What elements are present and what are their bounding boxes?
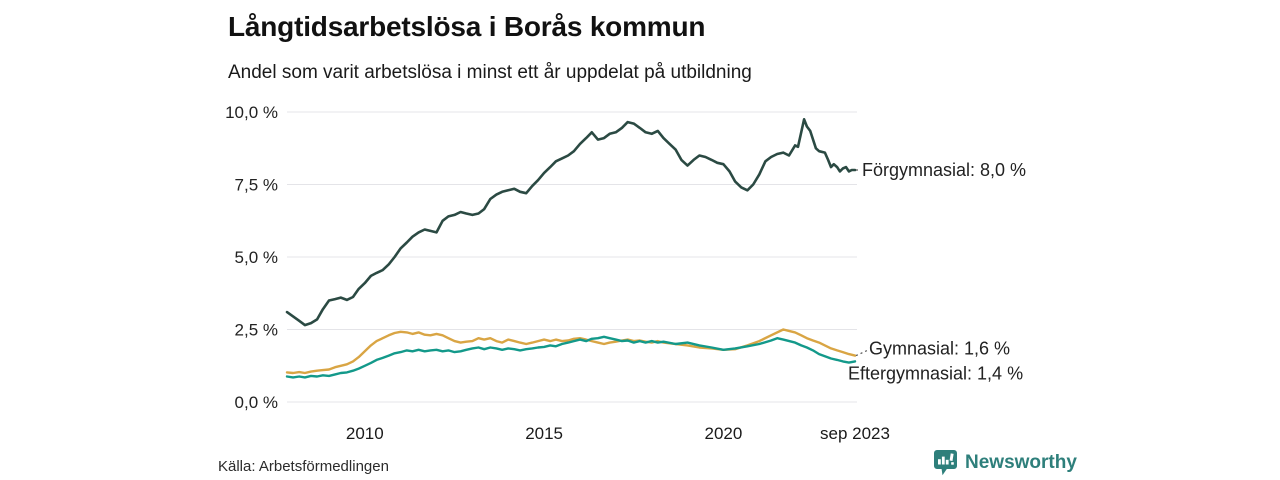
y-axis-tick-label: 0,0 % xyxy=(235,393,278,412)
chart-title: Långtidsarbetslösa i Borås kommun xyxy=(228,11,706,42)
label-connector xyxy=(855,350,868,357)
x-axis-tick-label: 2010 xyxy=(346,424,384,443)
newsworthy-logo[interactable]: Newsworthy xyxy=(933,449,1077,477)
newsworthy-brand-name: Newsworthy xyxy=(965,452,1077,473)
series-end-label: Eftergymnasial: 1,4 % xyxy=(848,363,1023,383)
chart-subtitle: Andel som varit arbetslösa i minst ett å… xyxy=(228,62,752,83)
series-end-label: Gymnasial: 1,6 % xyxy=(869,339,1010,359)
y-axis-tick-label: 5,0 % xyxy=(235,248,278,267)
y-axis-tick-label: 7,5 % xyxy=(235,176,278,195)
x-axis-tick-label: sep 2023 xyxy=(820,424,890,443)
x-axis-tick-label: 2015 xyxy=(525,424,563,443)
series-line-eftergymnasial xyxy=(285,335,857,379)
x-axis-tick-label: 2020 xyxy=(704,424,742,443)
series-end-label: Förgymnasial: 8,0 % xyxy=(862,160,1026,180)
series-line-gymnasial xyxy=(285,328,857,375)
y-axis-tick-label: 10,0 % xyxy=(225,103,278,122)
newsworthy-bubble-chart-icon xyxy=(934,450,957,476)
series-line-forgymnasial xyxy=(285,118,857,327)
source-caption: Källa: Arbetsförmedlingen xyxy=(218,458,389,475)
y-axis-tick-label: 2,5 % xyxy=(235,321,278,340)
